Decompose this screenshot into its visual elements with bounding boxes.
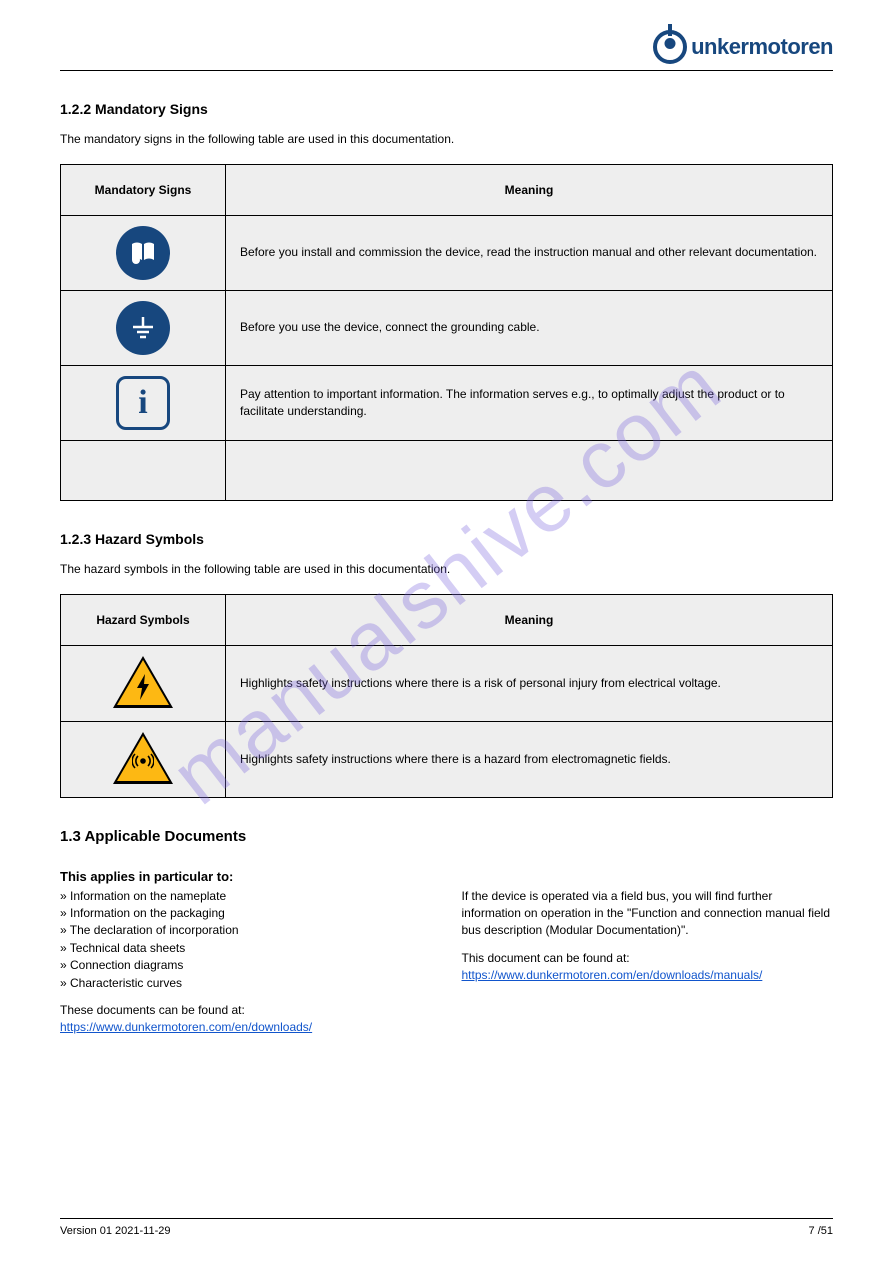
table-cell: Before you install and commission the de… xyxy=(226,215,833,290)
applicable-right-col: If the device is operated via a field bu… xyxy=(462,888,834,1037)
table-header: Meaning xyxy=(226,594,833,645)
page-footer: Version 01 2021-11-29 7 /51 xyxy=(60,1218,833,1237)
list-item: » Technical data sheets xyxy=(60,940,432,957)
link-label: These documents can be found at: xyxy=(60,1002,432,1019)
list-item: » Connection diagrams xyxy=(60,957,432,974)
mandatory-signs-table: Mandatory Signs Meaning Before you insta… xyxy=(60,164,833,501)
table-cell: Pay attention to important information. … xyxy=(226,365,833,440)
manuals-link[interactable]: https://www.dunkermotoren.com/en/downloa… xyxy=(462,968,763,982)
applicable-left-col: » Information on the nameplate » Informa… xyxy=(60,888,432,1037)
right-col-text: If the device is operated via a field bu… xyxy=(462,888,834,940)
hazard-symbols-table: Hazard Symbols Meaning Highlights safety… xyxy=(60,594,833,798)
table-cell: Highlights safety instructions where the… xyxy=(226,721,833,797)
voltage-warning-icon xyxy=(113,656,173,708)
table-header: Meaning xyxy=(226,164,833,215)
section-mandatory-intro: The mandatory signs in the following tab… xyxy=(60,131,833,148)
brand-name: unkermotoren xyxy=(691,34,833,60)
table-row: Before you use the device, connect the g… xyxy=(61,290,833,365)
section-hazard-intro: The hazard symbols in the following tabl… xyxy=(60,561,833,578)
section-applicable-heading: 1.3 Applicable Documents xyxy=(60,828,833,845)
list-item: » Information on the packaging xyxy=(60,905,432,922)
page-header: unkermotoren xyxy=(60,30,833,71)
applies-label: This applies in particular to: xyxy=(60,869,833,884)
list-item: » Characteristic curves xyxy=(60,975,432,992)
table-row: Before you install and commission the de… xyxy=(61,215,833,290)
downloads-link[interactable]: https://www.dunkermotoren.com/en/downloa… xyxy=(60,1020,312,1034)
applicable-columns: » Information on the nameplate » Informa… xyxy=(60,888,833,1037)
table-row: Highlights safety instructions where the… xyxy=(61,721,833,797)
list-item: » Information on the nameplate xyxy=(60,888,432,905)
logo-icon xyxy=(653,30,687,64)
table-row xyxy=(61,440,833,500)
section-mandatory-heading: 1.2.2 Mandatory Signs xyxy=(60,101,833,117)
table-header: Hazard Symbols xyxy=(61,594,226,645)
table-row: i Pay attention to important information… xyxy=(61,365,833,440)
table-cell: Before you use the device, connect the g… xyxy=(226,290,833,365)
table-cell: Highlights safety instructions where the… xyxy=(226,645,833,721)
table-header: Mandatory Signs xyxy=(61,164,226,215)
link-label: This document can be found at: xyxy=(462,950,834,967)
footer-version: Version 01 2021-11-29 xyxy=(60,1225,171,1237)
brand-logo: unkermotoren xyxy=(653,30,833,64)
list-item: » The declaration of incorporation xyxy=(60,922,432,939)
info-icon: i xyxy=(116,376,170,430)
table-row: Highlights safety instructions where the… xyxy=(61,645,833,721)
read-manual-icon xyxy=(116,226,170,280)
ground-icon xyxy=(116,301,170,355)
radiation-warning-icon xyxy=(113,732,173,784)
footer-page: 7 /51 xyxy=(809,1225,833,1237)
section-hazard-heading: 1.2.3 Hazard Symbols xyxy=(60,531,833,547)
